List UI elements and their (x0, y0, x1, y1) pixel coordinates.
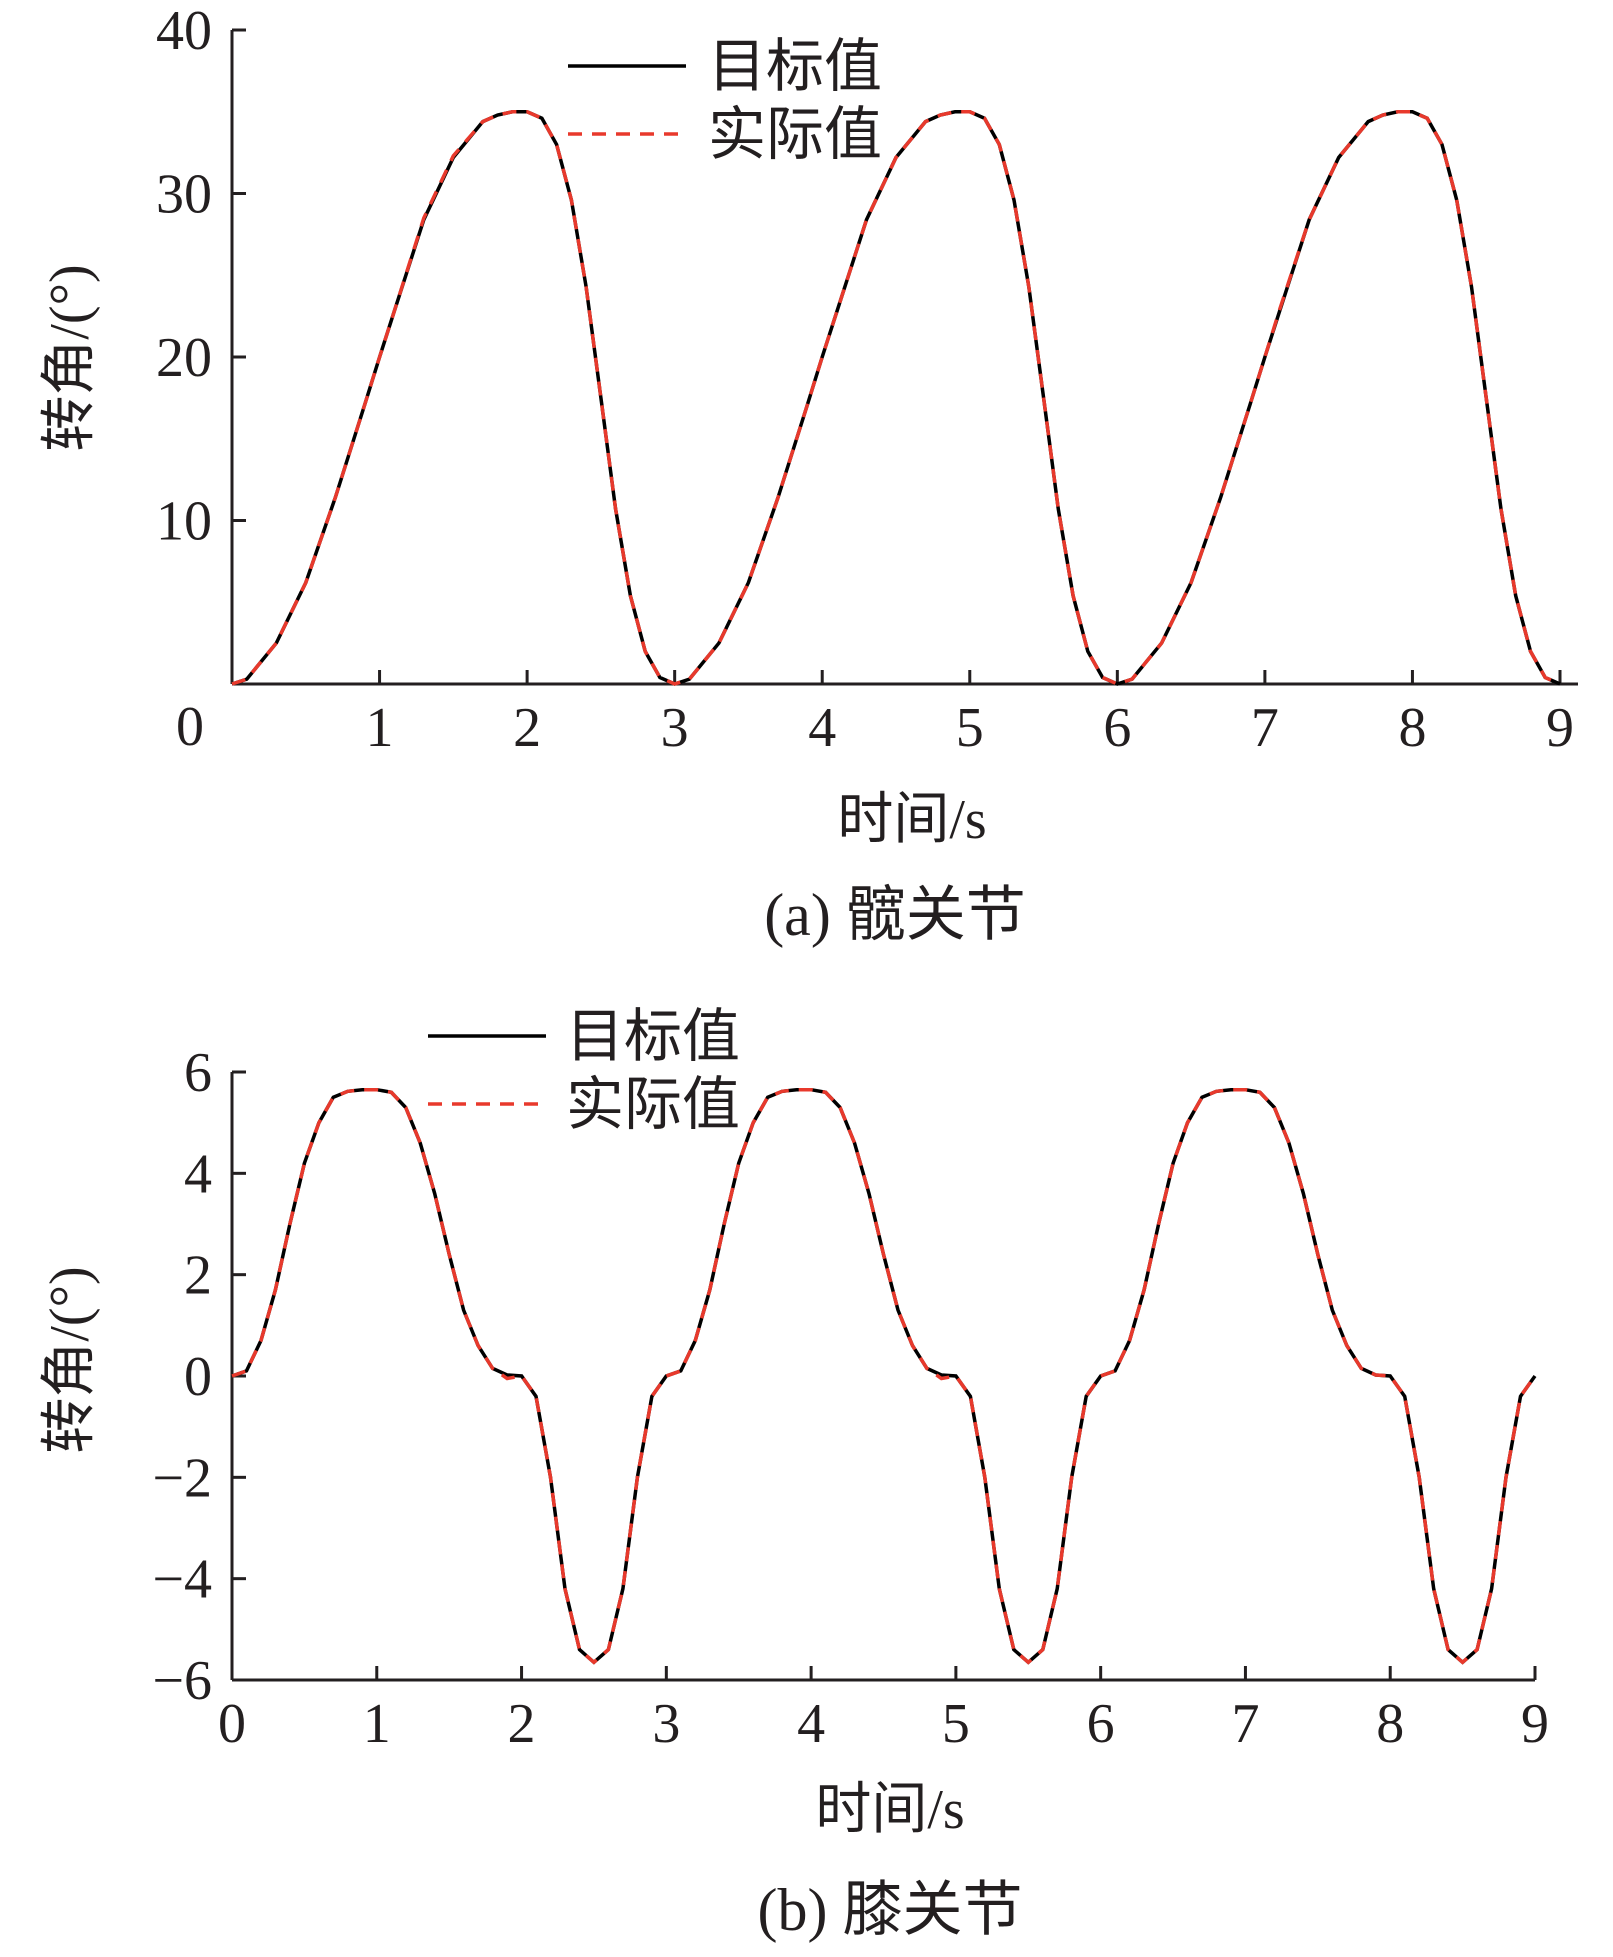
y-tick-label: 30 (156, 164, 212, 226)
x-tick-label: 0 (218, 1693, 246, 1755)
x-tick-label: 9 (1546, 697, 1574, 759)
legend: 目标值 实际值 (568, 34, 882, 167)
x-tick-label: 7 (1231, 1693, 1259, 1755)
chart-caption: (b) 膝关节 (758, 1877, 1023, 1943)
x-tick-label: 5 (942, 1693, 970, 1755)
x-tick-label: 2 (508, 1693, 536, 1755)
x-tick-label: 1 (366, 697, 394, 759)
y-tick-label: −2 (152, 1447, 212, 1509)
legend: 目标值 实际值 (428, 1004, 740, 1137)
y-tick-label: 0 (184, 1346, 212, 1408)
x-tick-label: 6 (1103, 697, 1131, 759)
y-tick-label: 6 (184, 1042, 212, 1104)
y-tick-label: 2 (184, 1245, 212, 1307)
plot-lines (231, 1087, 1537, 1665)
y-axis-title: 转角/(°) (39, 264, 101, 451)
plot-lines (231, 110, 1561, 686)
tick-labels: 0 1 2 3 4 5 6 7 8 9 −6 −4 −2 0 2 4 6 (152, 1042, 1549, 1755)
y-tick-label: 20 (156, 327, 212, 389)
x-tick-label: 2 (513, 697, 541, 759)
target-value-line (231, 110, 1561, 686)
y-tick-label: 4 (184, 1143, 212, 1205)
actual-value-line (231, 1087, 1537, 1665)
x-tick-label: 5 (956, 697, 984, 759)
x-tick-label: 3 (652, 1693, 680, 1755)
actual-value-line (231, 110, 1561, 686)
legend-target-label: 目标值 (566, 1004, 740, 1069)
chart-caption: (a) 髋关节 (764, 882, 1026, 948)
y-tick-label: −6 (152, 1650, 212, 1712)
axis-ticks (232, 1070, 1537, 1682)
x-tick-label: 4 (797, 1693, 825, 1755)
x-tick-label: 7 (1251, 697, 1279, 759)
x-tick-label: 0 (176, 696, 204, 758)
hip-joint-chart: 0 1 2 3 4 5 6 7 8 9 10 20 30 40 转角/(°) 时间/s 目标值 实际值 (… (39, 0, 1578, 948)
x-tick-label: 8 (1398, 697, 1426, 759)
x-tick-label: 6 (1087, 1693, 1115, 1755)
x-tick-label: 1 (363, 1693, 391, 1755)
y-tick-label: 40 (156, 0, 212, 62)
x-tick-label: 4 (808, 697, 836, 759)
axis-ticks (232, 28, 1562, 684)
target-value-line (231, 1087, 1537, 1665)
x-tick-label: 3 (661, 697, 689, 759)
tick-labels: 0 1 2 3 4 5 6 7 8 9 10 20 30 40 (156, 0, 1574, 759)
legend-actual-label: 实际值 (566, 1072, 740, 1137)
legend-target-label: 目标值 (708, 34, 882, 99)
x-axis-title: 时间/s (815, 1779, 964, 1841)
x-tick-label: 8 (1376, 1693, 1404, 1755)
knee-joint-chart: 0 1 2 3 4 5 6 7 8 9 −6 −4 −2 0 2 4 6 转角/(°) 时间/s 目标值 实际值… (39, 1004, 1549, 1943)
x-tick-label: 9 (1521, 1693, 1549, 1755)
y-tick-label: 10 (156, 491, 212, 553)
y-axis-title: 转角/(°) (39, 1266, 101, 1453)
legend-actual-label: 实际值 (708, 102, 882, 167)
x-axis-title: 时间/s (837, 789, 986, 851)
y-tick-label: −4 (152, 1549, 212, 1611)
